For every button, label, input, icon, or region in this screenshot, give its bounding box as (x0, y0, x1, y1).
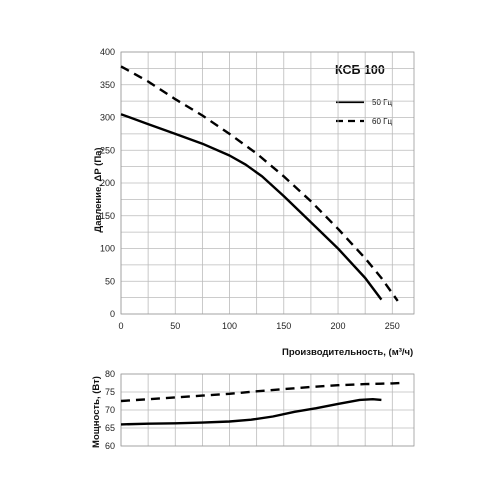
pressure-y-tick-label: 400 (100, 47, 115, 57)
pressure-y-tick-label: 50 (105, 276, 115, 286)
pressure-x-tick-label: 100 (222, 321, 237, 331)
pressure-plot-frame (120, 51, 415, 315)
chart-title: КСБ 100 (335, 63, 385, 77)
pressure-y-tick-label: 0 (110, 309, 115, 319)
power-y-tick-label: 60 (105, 441, 115, 451)
pressure-series-50hz-line (120, 113, 383, 301)
pressure-y-tick-label: 100 (100, 244, 115, 254)
pressure-x-tick-label: 150 (276, 321, 291, 331)
legend-label-50hz: 50 Гц (372, 98, 392, 107)
pressure-y-tick-label: 250 (100, 145, 115, 155)
y-axis-label: Давление, ΔP (Па) (93, 147, 104, 232)
pressure-x-tick-label: 0 (118, 321, 123, 331)
pressure-series-60hz-line (120, 65, 399, 302)
pressure-y-tick-label: 300 (100, 113, 115, 123)
power-series-60hz-line (120, 381, 400, 403)
power-y-tick-label: 80 (105, 369, 115, 379)
power-series-50hz-line (120, 398, 382, 426)
x-axis-label: Производительность, (м³/ч) (282, 347, 413, 358)
power-y-axis-label: Мощность, (Вт) (91, 376, 102, 448)
pressure-x-tick-label: 250 (385, 321, 400, 331)
legend-label-60hz: 60 Гц (372, 117, 392, 126)
pressure-x-tick-label: 50 (170, 321, 180, 331)
pressure-y-tick-label: 350 (100, 80, 115, 90)
power-y-tick-label: 70 (105, 405, 115, 415)
power-plot-frame (120, 373, 415, 447)
power-y-tick-label: 65 (105, 423, 115, 433)
pressure-y-tick-label: 200 (100, 178, 115, 188)
pressure-y-tick-label: 150 (100, 211, 115, 221)
pressure-x-tick-label: 200 (331, 321, 346, 331)
power-y-tick-label: 75 (105, 387, 115, 397)
